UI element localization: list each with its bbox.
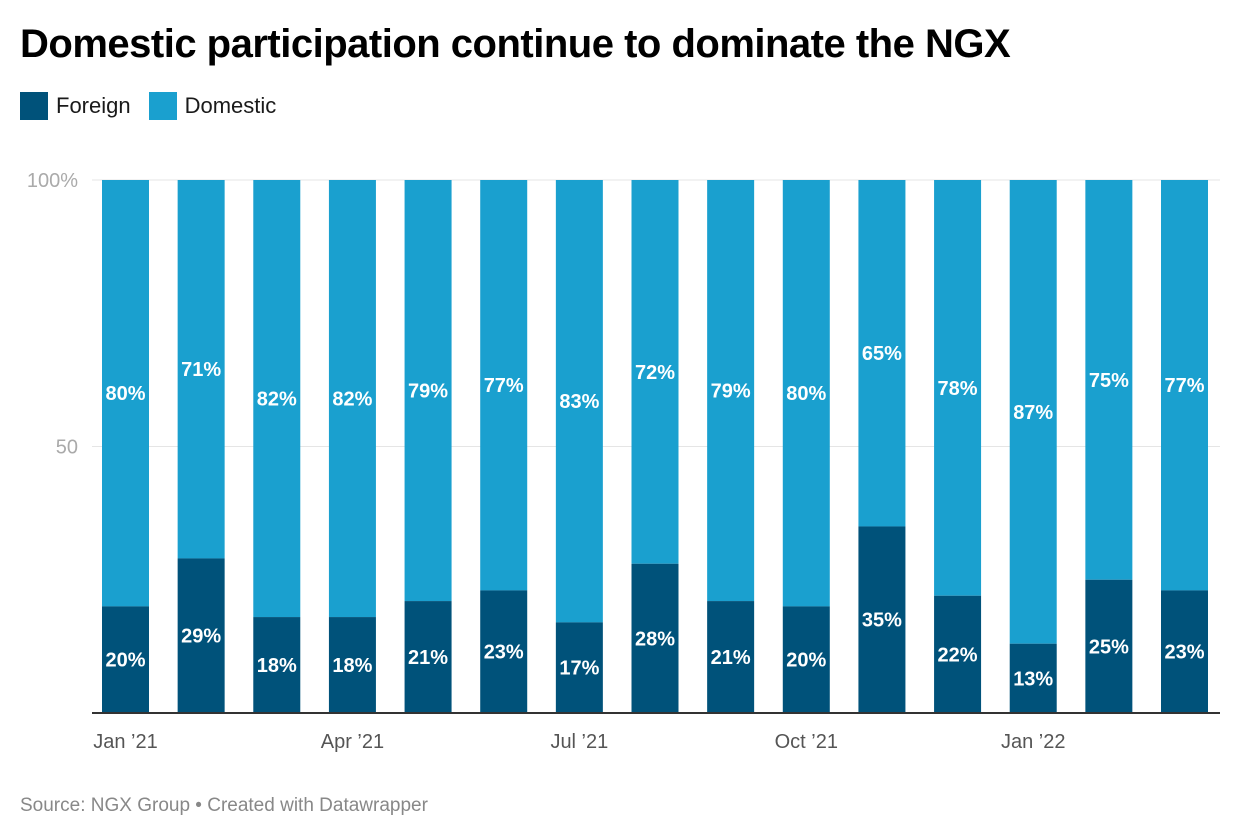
legend-label-domestic: Domestic [184, 93, 277, 118]
y-tick-label: 50 [56, 437, 78, 459]
bar-foreign [707, 601, 755, 713]
data-label-domestic: 78% [938, 378, 978, 400]
bar-domestic [177, 180, 225, 559]
legend-swatch-foreign [20, 92, 48, 120]
source-footer: Source: NGX Group • Created with Datawra… [20, 795, 428, 816]
bar-foreign [858, 526, 906, 713]
data-label-foreign: 18% [332, 655, 372, 677]
legend-item-foreign: Foreign [20, 92, 131, 120]
chart-title: Domestic participation continue to domin… [20, 22, 1011, 66]
legend-label-foreign: Foreign [56, 93, 131, 118]
data-label-domestic: 79% [711, 381, 751, 403]
bar-domestic [328, 180, 376, 618]
bar-domestic [555, 180, 603, 623]
x-tick-label: Jan ’21 [93, 731, 158, 753]
data-label-domestic: 82% [257, 389, 297, 411]
bar-foreign [177, 558, 225, 713]
bar-foreign [253, 617, 301, 713]
bar-foreign [1161, 590, 1208, 713]
data-label-domestic: 82% [332, 389, 372, 411]
bar-foreign [631, 563, 679, 713]
x-tick-label: Apr ’21 [321, 731, 384, 753]
y-tick-label: 100% [27, 170, 78, 192]
bar-domestic [707, 180, 755, 602]
data-label-domestic: 80% [105, 383, 145, 405]
data-label-domestic: 80% [786, 383, 826, 405]
x-tick-label: Oct ’21 [775, 731, 838, 753]
x-tick-label: Jul ’21 [550, 731, 608, 753]
bar-domestic [253, 180, 301, 618]
bar-domestic [480, 180, 528, 591]
bar-foreign [480, 590, 528, 713]
bar-foreign [1085, 579, 1133, 713]
data-label-domestic: 75% [1089, 370, 1129, 392]
data-label-domestic: 72% [635, 362, 675, 384]
bar-domestic [631, 180, 679, 564]
data-label-domestic: 71% [181, 359, 221, 381]
bar-domestic [1085, 180, 1133, 580]
data-label-foreign: 21% [711, 647, 751, 669]
data-label-foreign: 23% [1164, 642, 1204, 664]
bar-foreign [1009, 643, 1057, 713]
data-label-foreign: 13% [1013, 668, 1053, 690]
legend: Foreign Domestic [20, 92, 276, 120]
bar-domestic [1161, 180, 1208, 591]
data-label-foreign: 23% [484, 642, 524, 664]
data-label-foreign: 20% [105, 650, 145, 672]
bar-domestic [404, 180, 452, 602]
data-label-domestic: 79% [408, 381, 448, 403]
bar-foreign [404, 601, 452, 713]
data-label-domestic: 87% [1013, 402, 1053, 424]
data-label-foreign: 21% [408, 647, 448, 669]
bar-domestic [1009, 180, 1057, 644]
bar-foreign [328, 617, 376, 713]
bar-domestic [782, 180, 830, 607]
bar-domestic [102, 180, 149, 607]
data-label-foreign: 25% [1089, 636, 1129, 658]
bar-domestic [858, 180, 906, 527]
data-label-foreign: 35% [862, 610, 902, 632]
data-label-foreign: 29% [181, 626, 221, 648]
data-label-domestic: 65% [862, 343, 902, 365]
data-label-foreign: 17% [559, 658, 599, 680]
data-label-foreign: 20% [786, 650, 826, 672]
bar-chart: 50 100% 80% 20% 71% 29% 82% 18% 82% 18% 79% 21% 77% 2… [27, 170, 1220, 753]
bar-domestic [934, 180, 982, 596]
bar-foreign [102, 606, 149, 713]
data-label-foreign: 18% [257, 655, 297, 677]
data-label-domestic: 83% [559, 391, 599, 413]
legend-swatch-domestic [148, 92, 177, 120]
data-label-domestic: 77% [484, 375, 524, 397]
data-label-foreign: 28% [635, 628, 675, 650]
bar-foreign [782, 606, 830, 713]
legend-item-domestic: Domestic [148, 92, 277, 120]
data-label-domestic: 77% [1164, 375, 1204, 397]
x-tick-label: Jan ’22 [1001, 731, 1066, 753]
bar-foreign [934, 595, 982, 713]
data-label-foreign: 22% [938, 644, 978, 666]
bar-foreign [555, 622, 603, 713]
